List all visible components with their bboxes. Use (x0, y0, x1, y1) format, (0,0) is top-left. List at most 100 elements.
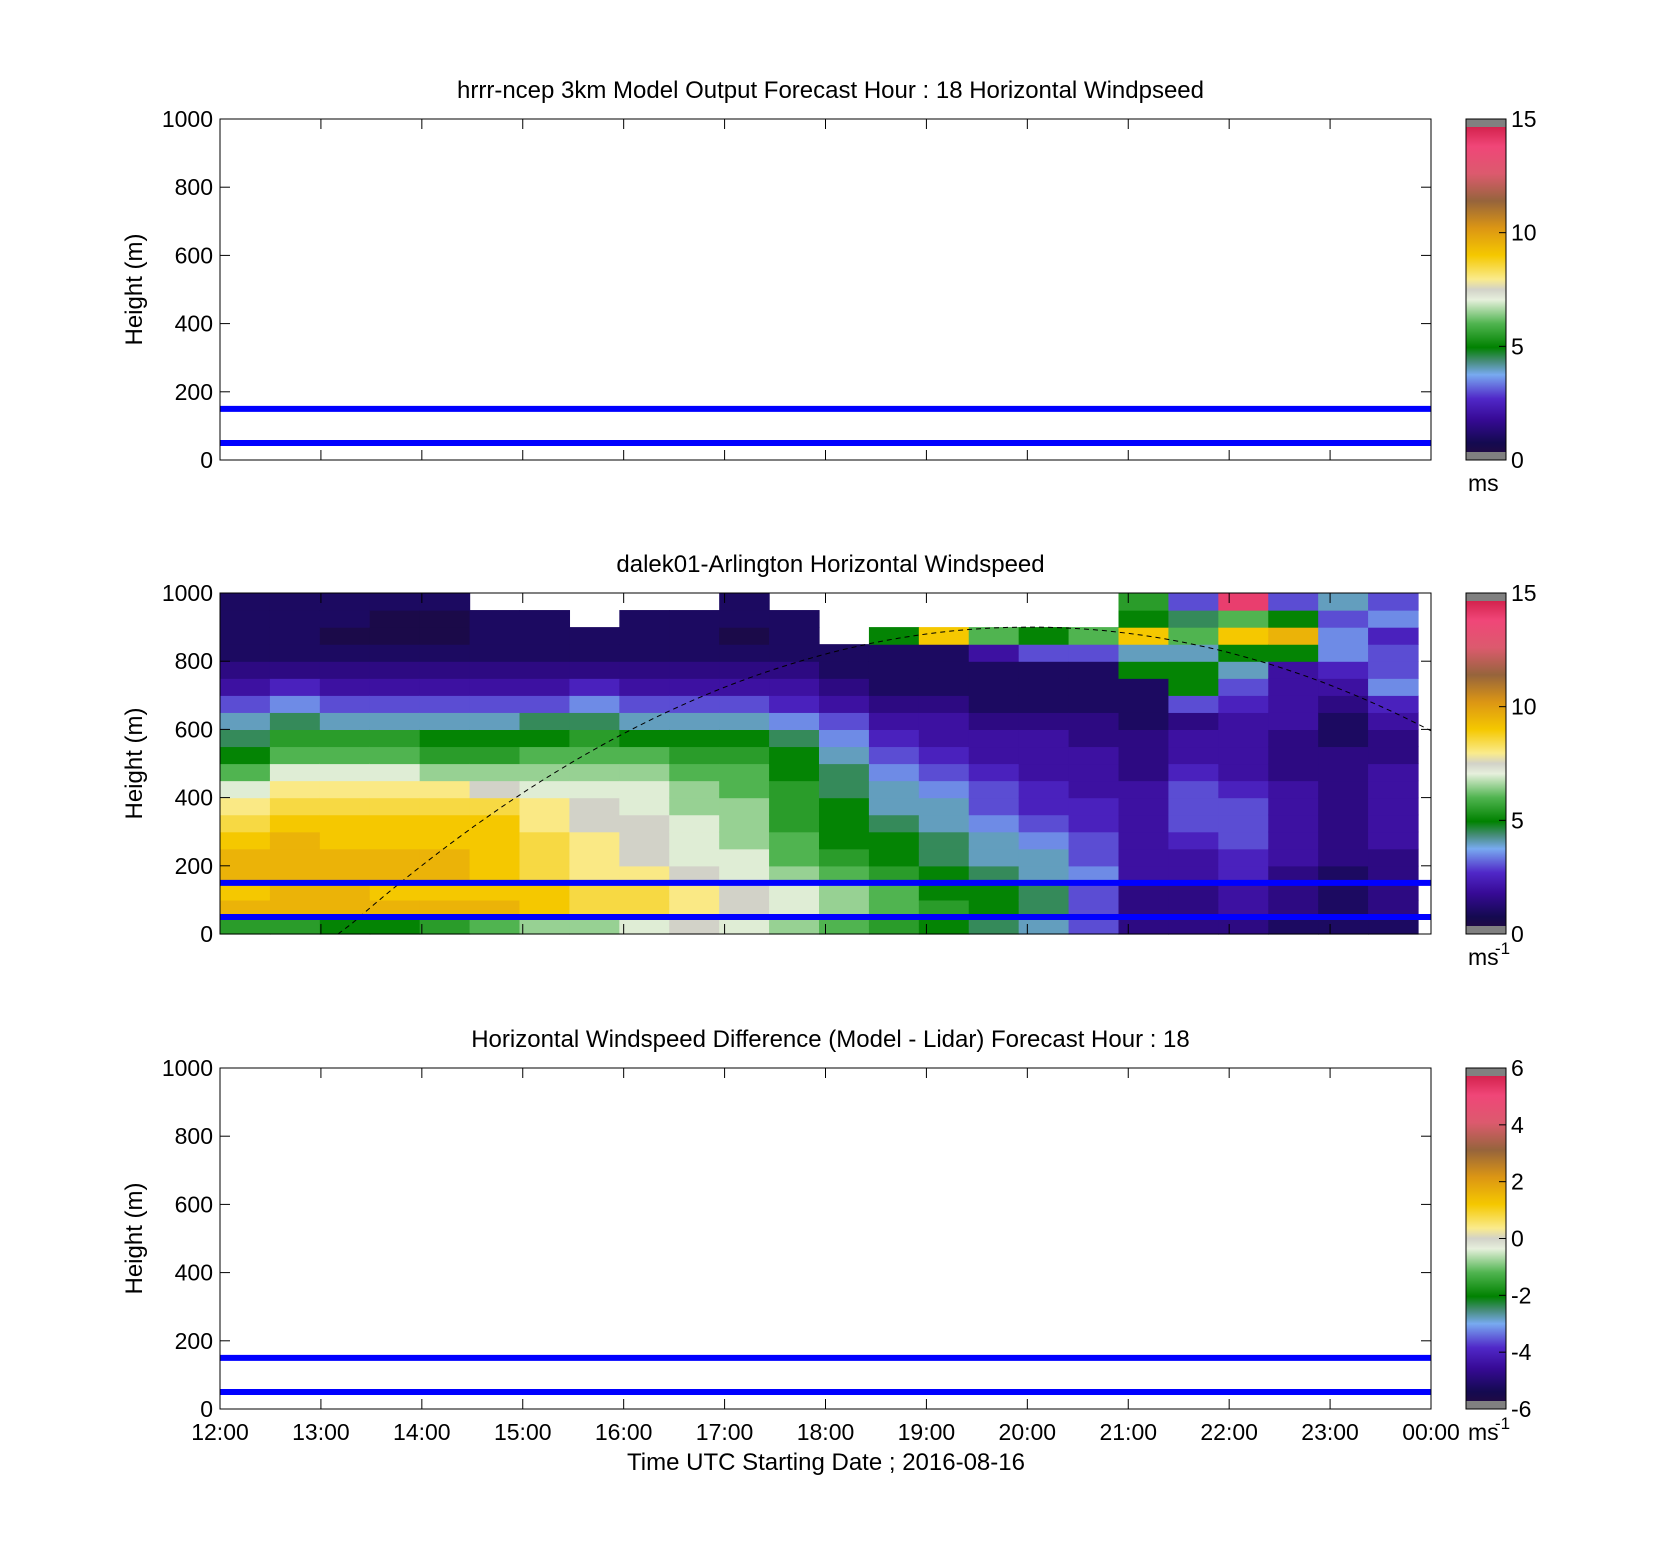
heatmap-cell (319, 661, 371, 679)
colorbar-tick-label: 10 (1511, 220, 1537, 246)
heatmap-cell (769, 712, 820, 730)
heatmap-cell (868, 763, 920, 782)
heatmap-cell (769, 661, 820, 679)
heatmap-cell (769, 644, 820, 662)
heatmap-cell (868, 644, 920, 662)
heatmap-cell (469, 780, 521, 799)
heatmap-cell (619, 695, 670, 713)
heatmap-cell (719, 729, 770, 748)
heatmap-cell (469, 695, 521, 713)
heatmap-cell (269, 797, 321, 816)
heatmap-cell (868, 797, 920, 816)
heatmap-cell (968, 763, 1020, 782)
heatmap-cell (220, 661, 271, 679)
colorbar-ramp (1466, 593, 1506, 934)
heatmap-cell (1118, 797, 1170, 816)
heatmap-cell (220, 627, 271, 645)
heatmap-cell (1318, 899, 1369, 918)
heatmap-cell (669, 848, 720, 867)
heatmap-cell (419, 661, 471, 679)
heatmap-cell (1118, 644, 1170, 662)
heatmap-cell (968, 695, 1020, 713)
heatmap-cell (769, 814, 820, 833)
heatmap-cell (619, 627, 670, 645)
colorbar-tick-label: 0 (1511, 1226, 1524, 1252)
heatmap-cell (1118, 865, 1170, 884)
heatmap-cell (868, 831, 920, 850)
heatmap-cell (819, 644, 870, 662)
heatmap-cell (419, 916, 471, 935)
heatmap-cell (769, 916, 820, 935)
heatmap-cell (719, 712, 770, 730)
colorbar-tick-label: -4 (1511, 1339, 1532, 1365)
heatmap-cell (1318, 831, 1369, 850)
colorbar-tick-label: 0 (1511, 921, 1524, 947)
heatmap-cell (968, 797, 1020, 816)
heatmap-cell (619, 848, 670, 867)
heatmap-cell (1318, 678, 1369, 696)
heatmap-cell (619, 865, 670, 884)
heatmap-cell (369, 593, 421, 611)
heatmap-cell (619, 831, 670, 850)
heatmap-cell (968, 865, 1020, 884)
colorbar: -6 -4 -2 0 2 4 6 ms-1 (1465, 1055, 1532, 1445)
heatmap-cell (1268, 712, 1319, 730)
heatmap-cell (569, 848, 620, 867)
panel-title: dalek01-Arlington Horizontal Windspeed (616, 551, 1044, 578)
heatmap-cell (1268, 661, 1319, 679)
ytick-label: 0 (200, 447, 213, 473)
colorbar-under-cap (1466, 452, 1506, 460)
ytick-label: 400 (175, 311, 213, 337)
heatmap-cell (1318, 814, 1369, 833)
heatmap-cell (918, 661, 970, 679)
heatmap-cell (1018, 695, 1070, 713)
heatmap-cell (369, 831, 421, 850)
heatmap-cell (669, 610, 720, 628)
heatmap-cell (1018, 746, 1070, 765)
heatmap-cell (1118, 916, 1170, 935)
heatmap-cell (669, 831, 720, 850)
heatmap-cell (719, 780, 770, 799)
heatmap-cell (269, 814, 321, 833)
xtick-label: 16:00 (595, 1419, 653, 1445)
heatmap-cell (619, 644, 670, 662)
heatmap-cell (669, 780, 720, 799)
heatmap-cell (1118, 831, 1170, 850)
heatmap-cell (469, 712, 521, 730)
heatmap-cell (419, 899, 471, 918)
heatmap-cell (1018, 627, 1070, 645)
heatmap-cell (769, 729, 820, 748)
colorbar-frame (1465, 592, 1507, 935)
xtick-label: 22:00 (1200, 1419, 1258, 1445)
colorbar-frame (1465, 118, 1507, 461)
heatmap-cell (719, 814, 770, 833)
heatmap-cell (1268, 814, 1319, 833)
heatmap-cell (1268, 729, 1319, 748)
heatmap-cell (968, 627, 1020, 645)
heatmap-cell (319, 831, 371, 850)
heatmap-cell (968, 644, 1020, 662)
ytick-label: 1000 (162, 580, 213, 606)
heatmap-cell (419, 627, 471, 645)
heatmap-cell (1318, 712, 1369, 730)
heatmap-cell (569, 729, 620, 748)
y-axis-label: Height (m) (121, 233, 148, 345)
heatmap-cell (369, 763, 421, 782)
heatmap-cell (569, 899, 620, 918)
heatmap-cell (1218, 593, 1269, 611)
heatmap-cell (319, 593, 371, 611)
heatmap-cell (918, 627, 970, 645)
heatmap-cell (968, 712, 1020, 730)
heatmap-cell (1218, 729, 1269, 748)
colorbar-under-cap (1466, 1401, 1506, 1409)
heatmap-cell (319, 848, 371, 867)
ytick-label: 600 (175, 242, 213, 268)
heatmap-cell (769, 831, 820, 850)
heatmap-cell (1218, 712, 1269, 730)
heatmap-cell (519, 780, 571, 799)
heatmap-cell (918, 695, 970, 713)
heatmap-cell (1068, 661, 1120, 679)
heatmap-cell (819, 780, 870, 799)
heatmap-cell (819, 814, 870, 833)
xtick-label: 23:00 (1301, 1419, 1359, 1445)
